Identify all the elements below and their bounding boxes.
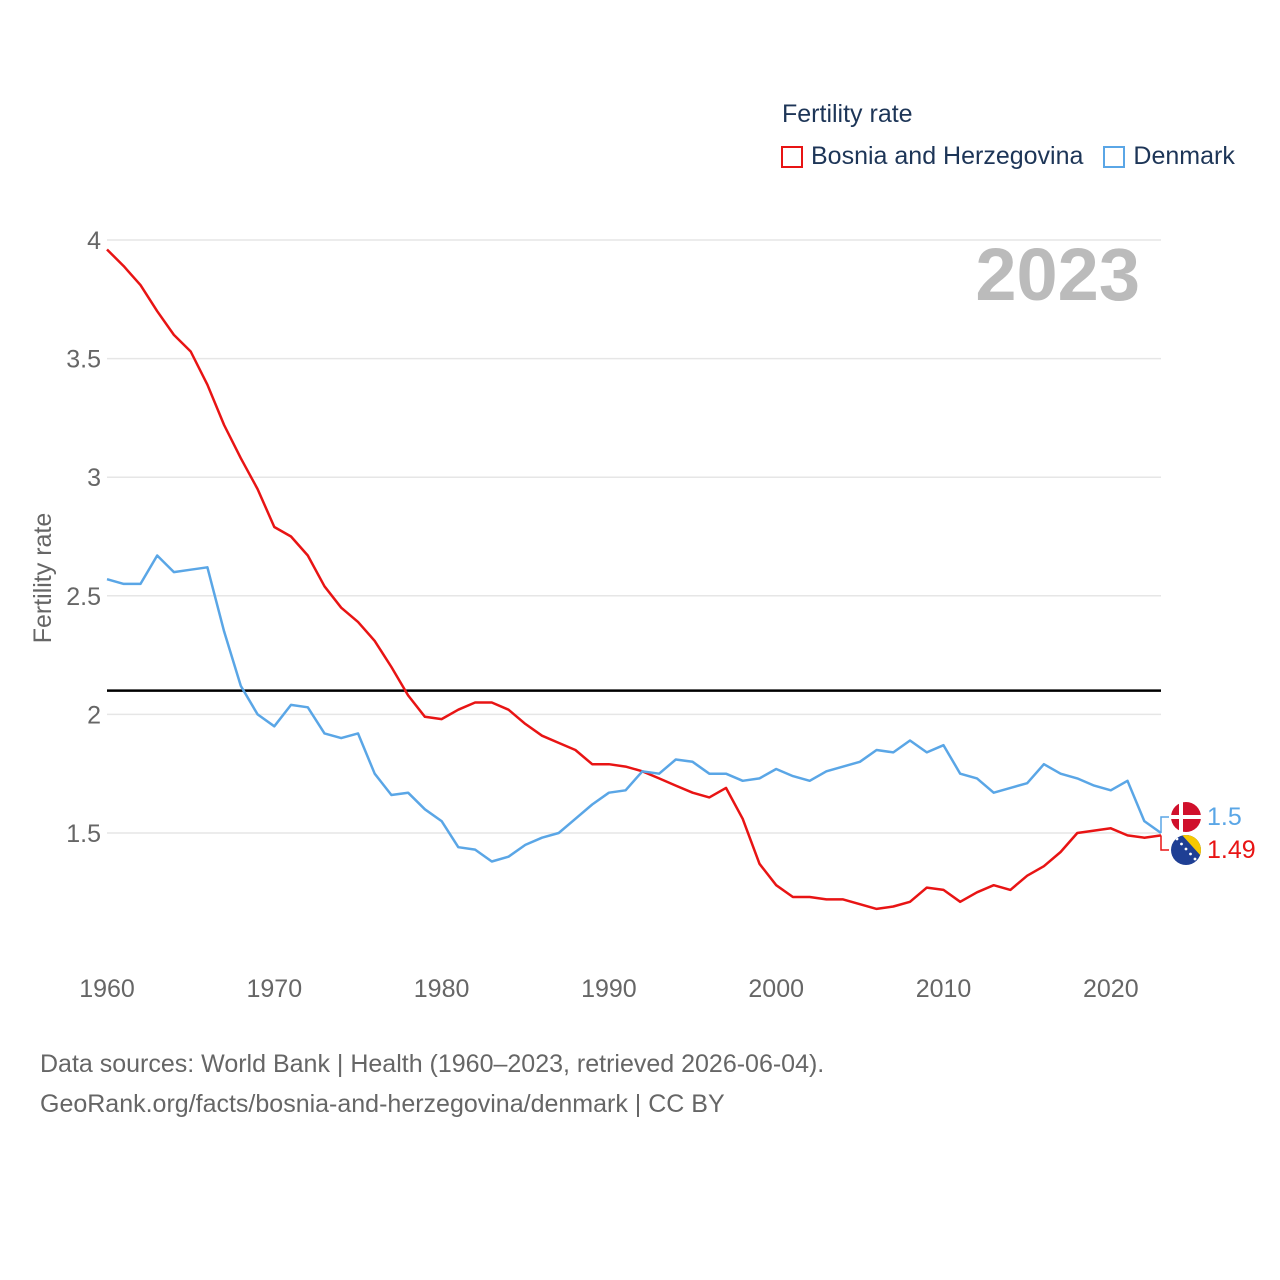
denmark-flag-icon <box>1171 802 1201 832</box>
bosnia-flag-star <box>1180 842 1183 846</box>
y-axis-label: Fertility rate <box>29 513 57 644</box>
current-year-label: 2023 <box>975 233 1140 316</box>
y-tick-label: 3 <box>87 464 101 492</box>
denmark-flag-cross-h <box>1171 815 1201 819</box>
x-tick-label: 1990 <box>581 975 637 1003</box>
legend-title: Fertility rate <box>782 100 913 128</box>
x-tick-label: 1970 <box>246 975 302 1003</box>
bosnia-flag-triangle <box>1182 835 1201 856</box>
series-line-denmark <box>106 554 1162 863</box>
x-tick-label: 2000 <box>748 975 804 1003</box>
x-tick-label: 2010 <box>916 975 972 1003</box>
source-note: Data sources: World Bank | Health (1960–… <box>40 1044 824 1124</box>
series-lines <box>106 248 1162 911</box>
bosnia-flag-star <box>1189 852 1192 856</box>
legend: Bosnia and Herzegovina Denmark <box>781 142 1235 171</box>
x-tick-label: 1960 <box>79 975 135 1003</box>
gridlines <box>107 239 1161 834</box>
denmark-connector <box>1160 816 1169 833</box>
end-labels: 1.5 1.49 <box>1160 802 1256 865</box>
legend-label-bosnia: Bosnia and Herzegovina <box>811 142 1084 170</box>
bosnia-flag-star <box>1193 857 1197 861</box>
denmark-end-value: 1.5 <box>1207 803 1242 831</box>
bosnia-flag-star <box>1184 847 1188 851</box>
legend-swatch-denmark <box>1103 145 1126 168</box>
bosnia-connector <box>1160 835 1169 851</box>
series-line-bosnia <box>106 248 1162 911</box>
bosnia-flag-body <box>1171 835 1201 865</box>
y-tick-label: 2.5 <box>66 583 101 611</box>
legend-item-bosnia[interactable]: Bosnia and Herzegovina <box>781 142 1083 171</box>
y-axis-ticks: 1.5 2 2.5 3 3.5 4 <box>66 227 101 848</box>
bosnia-flag-icon <box>1171 835 1201 865</box>
y-tick-label: 2 <box>87 701 101 729</box>
x-tick-label: 1980 <box>414 975 470 1003</box>
bosnia-flag-star <box>1175 837 1179 841</box>
legend-swatch-bosnia <box>781 145 803 168</box>
x-axis-ticks: 1960 1970 1980 1990 2000 2010 2020 <box>79 975 1138 1003</box>
bosnia-end-value: 1.49 <box>1207 836 1256 864</box>
legend-item-denmark[interactable]: Denmark <box>1103 142 1235 171</box>
y-tick-label: 1.5 <box>66 820 101 848</box>
source-line: Data sources: World Bank | Health (1960–… <box>40 1050 825 1078</box>
y-tick-label: 4 <box>87 227 101 255</box>
source-url[interactable]: GeoRank.org/facts/bosnia-and-herzegovina… <box>40 1090 725 1118</box>
x-tick-label: 2020 <box>1083 975 1139 1003</box>
legend-label-denmark: Denmark <box>1133 142 1235 170</box>
y-tick-label: 3.5 <box>66 346 101 374</box>
